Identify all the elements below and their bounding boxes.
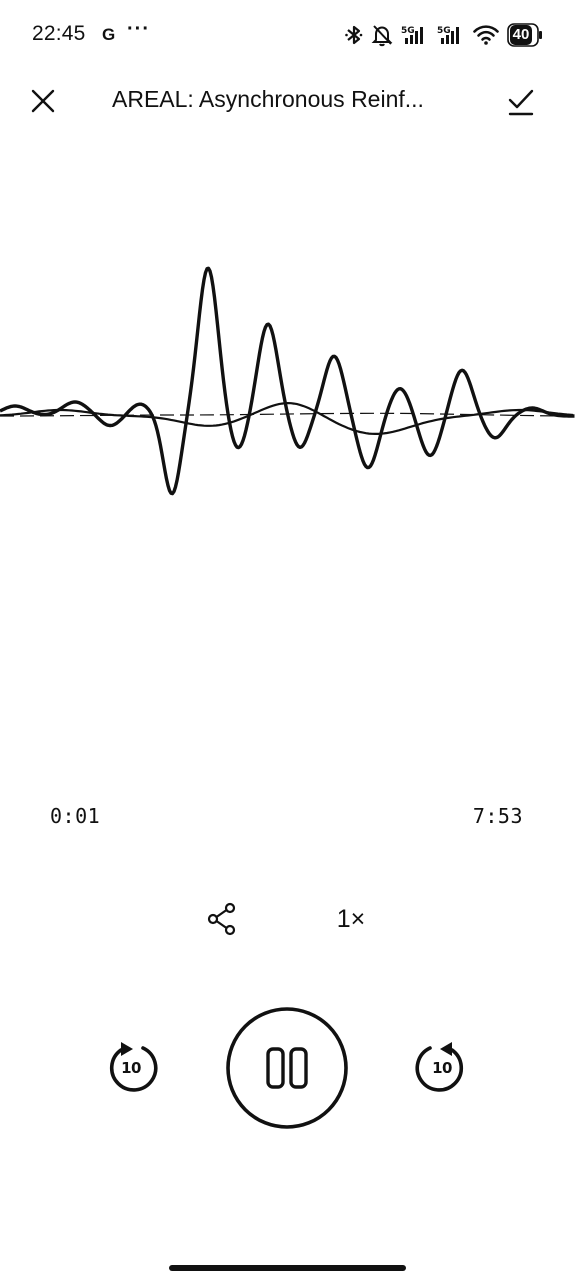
close-icon bbox=[31, 89, 55, 113]
rewind-10-button[interactable]: 10 bbox=[99, 1036, 163, 1100]
status-icons: 5G 5G 40 bbox=[345, 22, 543, 48]
done-button[interactable] bbox=[500, 82, 542, 122]
current-time: 0:01 bbox=[50, 804, 101, 828]
playback-speed-button[interactable]: 1× bbox=[336, 904, 366, 933]
signal-2-icon: 5G bbox=[437, 26, 459, 44]
page-title: AREAL: Asynchronous Reinf... bbox=[112, 86, 424, 112]
more-notifications-icon: ··· bbox=[127, 18, 150, 40]
waveform-baseline bbox=[0, 412, 575, 417]
forward-10-button[interactable]: 10 bbox=[410, 1036, 474, 1100]
svg-text:5G: 5G bbox=[401, 26, 415, 36]
status-time: 22:45 bbox=[32, 22, 86, 45]
share-icon bbox=[207, 902, 236, 936]
google-badge: G bbox=[102, 25, 116, 44]
share-button[interactable] bbox=[200, 897, 244, 941]
total-time: 7:53 bbox=[472, 804, 523, 828]
forward-seconds-label: 10 bbox=[432, 1059, 452, 1077]
forward-icon bbox=[415, 1042, 464, 1092]
bell-off-icon bbox=[371, 25, 393, 47]
audio-waveform bbox=[0, 266, 575, 496]
pause-button[interactable] bbox=[225, 1006, 349, 1130]
status-bar: 22:45 G ··· 5G 5G bbox=[0, 0, 575, 70]
pause-icon bbox=[226, 1007, 348, 1129]
player-header: AREAL: Asynchronous Reinf... bbox=[0, 72, 575, 130]
rewind-seconds-label: 10 bbox=[121, 1059, 141, 1077]
home-indicator[interactable] bbox=[169, 1265, 406, 1271]
rewind-icon bbox=[109, 1042, 158, 1092]
check-icon bbox=[508, 89, 534, 116]
wifi-icon bbox=[473, 25, 499, 45]
waveform-primary bbox=[0, 266, 575, 496]
svg-text:5G: 5G bbox=[437, 26, 451, 36]
bluetooth-icon bbox=[345, 25, 363, 45]
close-button[interactable] bbox=[24, 82, 62, 120]
battery-icon: 40 bbox=[507, 23, 543, 47]
signal-1-icon: 5G bbox=[401, 26, 423, 44]
battery-level: 40 bbox=[510, 25, 532, 45]
